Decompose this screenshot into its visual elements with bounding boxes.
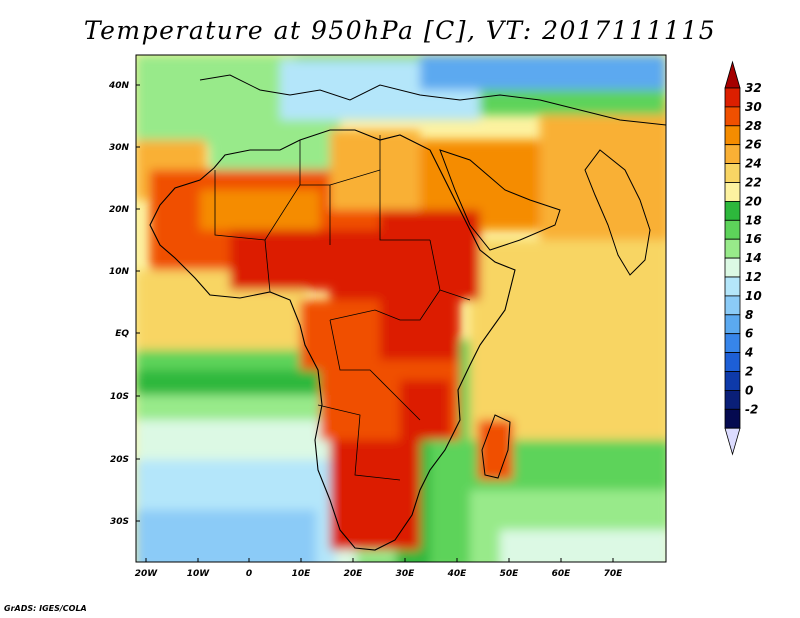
lon-label: 50E (500, 569, 520, 579)
colorbar-label: 18 (745, 213, 762, 227)
lon-label: 60E (552, 569, 572, 579)
colorbar-label: 16 (745, 232, 762, 246)
colorbar-label: 28 (745, 119, 762, 133)
colorbar-label: 8 (745, 308, 753, 322)
colorbar-label: 14 (745, 251, 762, 265)
lat-label: 10S (110, 392, 129, 402)
plot-frame (135, 54, 667, 563)
africa-coastline (149, 129, 516, 551)
colorbar-swatch (724, 219, 741, 240)
lon-label: 40E (447, 569, 468, 579)
longitude-axis: 20W 10W 0 10E 20E 30E 40E 50E 60E 70E (135, 558, 623, 579)
lon-label: 10E (292, 569, 312, 579)
lon-label: 20W (135, 569, 159, 579)
temperature-field (136, 55, 666, 562)
colorbar-label: 20 (745, 194, 762, 208)
europe-coastline (199, 74, 666, 126)
lat-label: 20N (109, 205, 130, 215)
colorbar-label: 32 (745, 81, 762, 95)
colorbar-label: 26 (745, 138, 762, 152)
colorbar-swatch (724, 87, 741, 108)
colorbar-swatch (724, 163, 741, 183)
map-title: Temperature at 950hPa [C], VT: 201711111… (83, 16, 717, 45)
colorbar-swatch (724, 333, 741, 354)
colorbar-label: 24 (745, 157, 762, 171)
colorbar-label: 30 (745, 100, 762, 114)
lon-label: 10W (187, 569, 211, 579)
colorbar-swatch (724, 200, 741, 221)
colorbar-label: -2 (745, 402, 758, 416)
colorbar-label: 12 (745, 270, 762, 284)
colorbar-swatch (724, 352, 741, 372)
colorbar-swatch (724, 144, 741, 164)
colorbar-swatch (724, 389, 741, 410)
colorbar-swatch (724, 371, 741, 391)
lat-label: 40N (108, 81, 130, 91)
colorbar-swatch (724, 257, 741, 278)
colorbar-label: 6 (745, 327, 753, 341)
colorbar-swatch (724, 314, 741, 335)
colorbar-label: 0 (745, 383, 753, 397)
credit-text: GrADS: IGES/COLA (4, 604, 87, 613)
arabia-coastline (439, 149, 561, 251)
colorbar-bottom-arrow (724, 427, 741, 456)
colorbar-label: 2 (745, 365, 753, 379)
madagascar-coastline (481, 414, 511, 479)
colorbar-swatch (724, 182, 741, 202)
colorbar-swatch (724, 238, 741, 259)
country-borders (214, 135, 471, 481)
colorbar-label: 10 (745, 289, 762, 303)
colorbar-top-arrow (724, 60, 741, 89)
colorbar-swatch (724, 125, 741, 146)
colorbar-swatch (724, 106, 741, 127)
lat-label: 30S (110, 517, 129, 527)
colorbar-label: 22 (745, 176, 762, 190)
lat-label: EQ (115, 329, 129, 339)
lat-label: 10N (109, 267, 130, 277)
colorbar-swatch (724, 408, 741, 429)
lon-label: 30E (396, 569, 416, 579)
india-coastline (584, 149, 651, 276)
lon-label: 70E (604, 569, 624, 579)
colorbar-swatch (724, 276, 741, 297)
lon-label: 0 (246, 569, 252, 579)
latitude-axis: 40N 30N 20N 10N EQ 10S 20S 30S (108, 81, 140, 527)
colorbar-label: 4 (744, 346, 753, 360)
lon-label: 20E (344, 569, 364, 579)
lat-label: 20S (110, 455, 129, 465)
colorbar-swatch (724, 295, 741, 316)
lat-label: 30N (109, 143, 130, 153)
